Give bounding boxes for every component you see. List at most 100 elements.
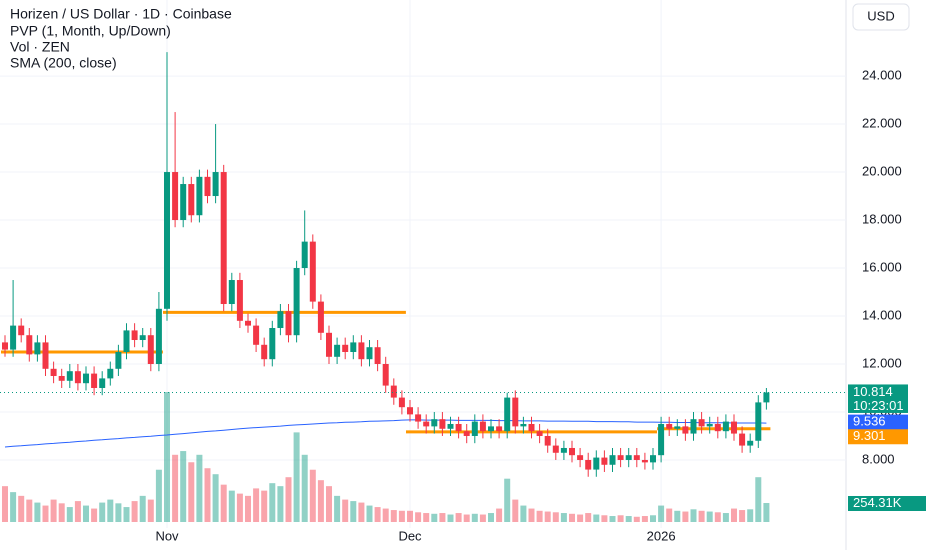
candle-body [755,402,762,441]
candle-body [747,440,754,446]
candle-body [714,423,721,432]
volume-bar [309,469,316,522]
volume-bar [155,469,162,522]
volume-bar [528,508,535,522]
candle-body [285,311,292,336]
currency-label[interactable]: USD [867,8,894,23]
volume-bar [212,474,219,522]
candle-body [66,371,73,381]
candle-body [164,172,170,309]
volume-bar [747,509,754,522]
candle-body [139,335,146,341]
candle-body [2,342,8,350]
candle-body [398,397,405,408]
candle-body [722,421,729,432]
volume-bar [731,508,737,522]
volume-bar [50,499,57,522]
candle-body [423,421,430,427]
candle-body [374,347,381,364]
volume-bar [83,505,89,522]
volume-bar [496,508,503,522]
candle-body [91,373,98,388]
candle-body [317,301,324,333]
volume-bar [123,507,130,522]
volume-bar [245,495,251,522]
x-tick-label: Dec [398,528,422,543]
candle-body [277,311,284,329]
volume-bar [107,499,114,522]
candle-body [245,320,251,326]
volume-bar [520,505,527,522]
volume-bar [228,490,235,522]
volume-bar [415,512,422,522]
volume-bar [18,495,25,522]
y-tick-label: 22.000 [862,115,902,130]
candle-body [763,392,770,403]
last-price-label: 10.814 [853,384,893,399]
candle-body [439,419,446,429]
candle-body [617,455,624,460]
volume-bar [326,486,332,522]
candle-body [625,455,632,460]
volume-bar [91,508,98,522]
indicator-label[interactable]: PVP (1, Month, Up/Down) [10,23,171,39]
sma-layer [4,419,767,448]
volume-bar [180,451,187,522]
candle-body [552,445,559,453]
currency-button[interactable] [852,3,910,31]
volume-label: 254.31K [853,495,902,510]
indicator-label[interactable]: SMA (200, close) [10,55,117,71]
volume-bar [560,513,567,522]
volume-bar [479,514,486,522]
candle-body [293,268,300,336]
volume-bar [755,477,762,522]
candle-body [512,397,519,427]
candle-body [407,407,413,415]
x-tick-label: 2026 [647,528,676,543]
candle-body [431,419,438,427]
candle-body [690,419,697,434]
volume-bar [398,510,405,522]
candle-body [528,423,535,432]
volume-bar [374,507,381,522]
volume-bar [74,501,81,522]
poc-price-label-box [848,429,908,445]
volume-bar [609,516,616,522]
candle-body [471,421,478,436]
candle-body [544,435,551,446]
candle-body [18,325,25,336]
candle-body [212,172,219,197]
candle-body [536,431,543,436]
volume-bar [66,507,73,522]
volume-bar [577,514,584,522]
volume-bar [366,505,373,522]
candle-body [650,455,656,463]
candle-body [585,459,592,470]
candle-body [301,241,308,269]
chart-title: Horizen / US Dollar · 1D · Coinbase [10,6,232,22]
volume-bar [739,510,746,522]
volume-bar [658,505,665,522]
volume-bar [253,488,260,522]
candle-body [155,308,162,364]
candle-body [366,347,373,360]
candle-body [674,426,681,429]
volume-bar [698,510,705,522]
y-tick-label: 14.000 [862,307,902,322]
volume-bar [269,483,276,522]
candle-body [253,325,260,345]
candle-body [609,455,616,465]
candle-body [180,184,187,221]
volume-label-box [848,496,926,511]
candle-body [107,368,114,379]
candle-body [479,421,486,432]
countdown-label-box [848,399,908,413]
x-tick-label: Nov [155,528,179,543]
volume-bar [463,514,470,522]
candle-body [115,351,122,369]
candle-body [326,332,332,357]
indicator-label[interactable]: Vol · ZEN [10,39,70,55]
volume-bar [536,510,543,522]
volume-bar [99,502,106,522]
